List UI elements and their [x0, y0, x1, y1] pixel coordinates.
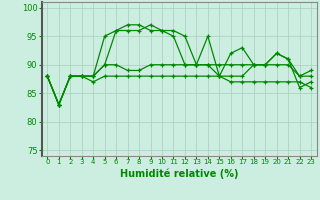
- X-axis label: Humidité relative (%): Humidité relative (%): [120, 168, 238, 179]
